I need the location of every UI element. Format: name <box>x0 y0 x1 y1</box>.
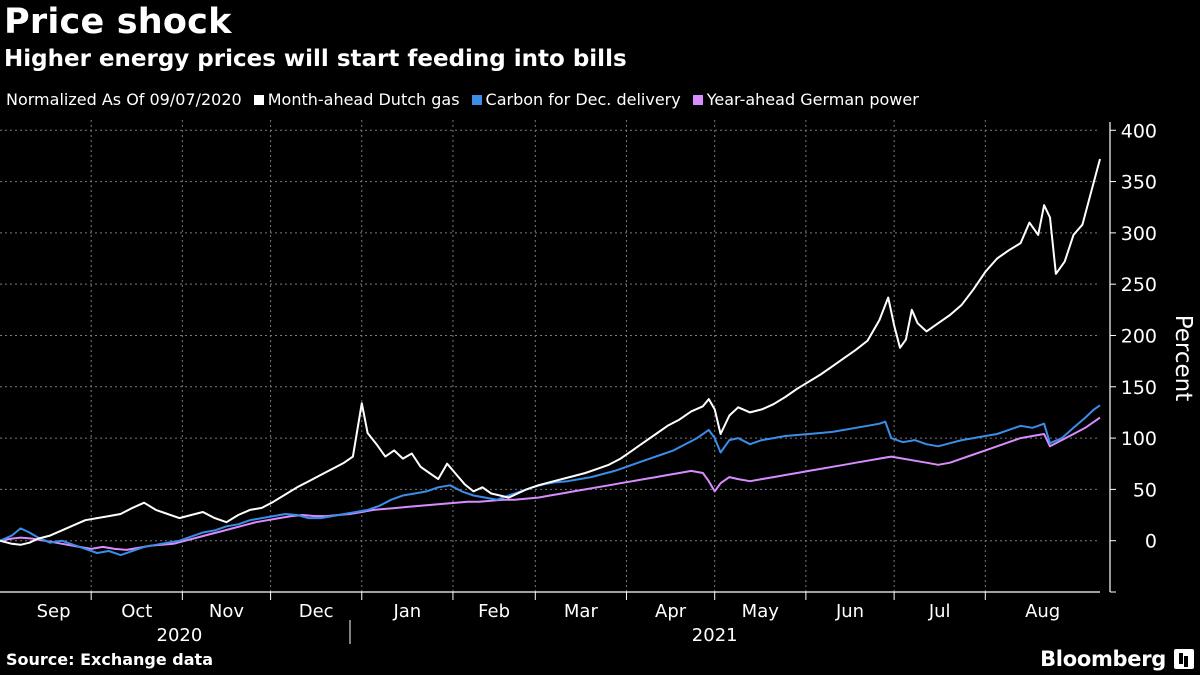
series-line-year-ahead-german-power <box>0 416 1101 551</box>
legend-swatch-german-power <box>692 94 703 105</box>
bloomberg-logo: Bloomberg <box>1040 647 1166 671</box>
legend-text-dutch-gas: Month-ahead Dutch gas <box>267 90 460 109</box>
y-tick-label-0: 0 <box>1145 531 1157 553</box>
x-tick-label-Sep: Sep <box>37 601 71 622</box>
x-tick-label-Nov: Nov <box>209 601 244 622</box>
x-tick-label-Apr: Apr <box>655 601 687 622</box>
gridlines <box>0 120 1100 592</box>
x-tick-label-Jul: Jul <box>928 601 951 622</box>
source-note: Source: Exchange data <box>6 650 213 669</box>
x-tick-label-Jan: Jan <box>392 601 421 622</box>
y-tick-label-250: 250 <box>1121 274 1157 296</box>
x-tick-label-Jun: Jun <box>835 601 864 622</box>
y-tick-label-100: 100 <box>1121 428 1157 450</box>
legend-item-dutch-gas: Month-ahead Dutch gas <box>253 90 460 109</box>
legend-item-carbon: Carbon for Dec. delivery <box>471 90 681 109</box>
x-tick-label-Oct: Oct <box>121 601 152 622</box>
x-tick-label-Mar: Mar <box>564 601 599 622</box>
chart-subtitle: Higher energy prices will start feeding … <box>4 46 627 72</box>
year-label-2020: 2020 <box>157 625 203 646</box>
chart-title: Price shock <box>4 2 232 42</box>
series-line-carbon-for-dec-delivery <box>0 404 1101 557</box>
legend-item-german-power: Year-ahead German power <box>692 90 919 109</box>
axes: 0 50 100 150 200 250 300 350 400 Sep Oct Nov Dec Jan F… <box>0 120 1196 646</box>
legend-swatch-dutch-gas <box>253 94 264 105</box>
x-tick-label-Feb: Feb <box>478 601 510 622</box>
legend-swatch-carbon <box>471 94 482 105</box>
year-label-2021: 2021 <box>692 625 738 646</box>
y-tick-label-200: 200 <box>1121 325 1157 347</box>
legend-text-carbon: Carbon for Dec. delivery <box>485 90 681 109</box>
x-tick-label-Dec: Dec <box>299 601 334 622</box>
y-tick-label-50: 50 <box>1133 479 1157 501</box>
series-lines <box>0 158 1101 557</box>
bloomberg-mark-icon <box>1174 649 1194 669</box>
legend-normalization-label: Normalized As Of 09/07/2020 <box>6 90 242 109</box>
legend-text-german-power: Year-ahead German power <box>706 90 919 109</box>
y-tick-label-150: 150 <box>1121 377 1157 399</box>
y-tick-label-350: 350 <box>1121 172 1157 194</box>
x-tick-label-Aug: Aug <box>1025 601 1060 622</box>
y-tick-label-300: 300 <box>1121 223 1157 245</box>
series-line-month-ahead-dutch-gas <box>0 158 1101 546</box>
x-tick-label-May: May <box>742 601 780 622</box>
y-axis-title: Percent <box>1170 315 1196 402</box>
legend: Normalized As Of 09/07/2020 Month-ahead … <box>6 90 931 109</box>
y-tick-label-400: 400 <box>1121 120 1157 142</box>
